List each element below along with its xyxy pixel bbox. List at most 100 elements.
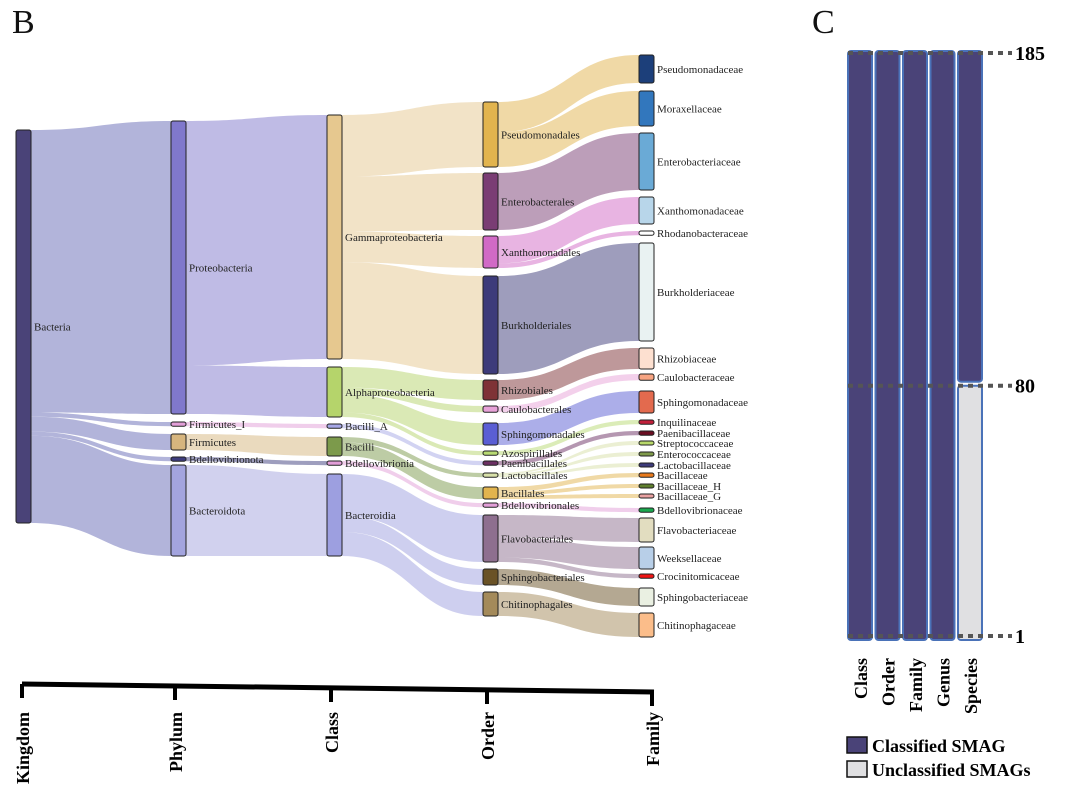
sankey-node-chitinophagales <box>482 591 499 617</box>
sankey-link-gammaproteobacteria-to-xanthomonadales <box>342 231 483 268</box>
sankey-node-moraxellaceae <box>638 90 655 127</box>
sankey-node-bacteroidia <box>326 473 343 557</box>
reference-line-label-80: 80 <box>1015 376 1035 398</box>
sankey-node-label-streptococcaceae: Streptococcaceae <box>657 438 733 450</box>
sankey-link-caulobacterales-to-caulobacteraceae <box>498 374 639 413</box>
panel-b-label: B <box>12 4 35 41</box>
sankey-node-labels: Bacteria Proteobacteria Firmicutes_I Firmic… <box>34 64 748 632</box>
sankey-node-burkholderiaceae <box>638 242 655 342</box>
sankey-node-enterobacteriaceae <box>638 132 655 191</box>
sankey-node-label-xanthomonadales: Xanthomonadales <box>501 247 580 259</box>
sankey-node-bacillaceae-h <box>638 483 655 489</box>
sankey-node-label-pseudomonadales: Pseudomonadales <box>501 130 580 142</box>
taxonomy-axis-label-class: Class <box>322 712 342 753</box>
sankey-node-label-moraxellaceae: Moraxellaceae <box>657 104 722 116</box>
sankey-node-label-enterobacteriaceae: Enterobacteriaceae <box>657 157 741 169</box>
classification-bar-chart: Class Order Family Genus Species 185 80 1 Classi… <box>846 43 1045 780</box>
sankey-link-rhizobiales-to-rhizobiaceae <box>498 348 639 400</box>
sankey-node-label-paenibacillales: Paenibacillales <box>501 458 567 470</box>
sankey-node-proteobacteria <box>170 120 187 415</box>
taxonomy-axis: Kingdom Phylum Class Order Family <box>13 681 663 784</box>
sankey-node-label-bacteria: Bacteria <box>34 322 71 334</box>
sankey-node-azospirillales <box>482 450 499 456</box>
sankey-node-crocinitomicaceae <box>638 573 655 579</box>
sankey-node-label-bacilli: Bacilli <box>345 442 374 454</box>
sankey-link-bacteroidota-to-bacteroidia <box>186 465 327 556</box>
sankey-node-label-burkholderiales: Burkholderiales <box>501 320 571 332</box>
sankey-node-label-lactobacillales: Lactobacillales <box>501 470 568 482</box>
sankey-node-label-pseudomonadaceae: Pseudomonadaceae <box>657 64 743 76</box>
sankey-link-bacilli-a-to-paenibacillales <box>342 424 483 466</box>
bar-family-classified <box>902 50 928 641</box>
sankey-link-bacilli-to-lactobacillales <box>342 437 483 478</box>
sankey-link-sphingobacteriales-to-sphingobacteriaceae <box>498 569 639 606</box>
sankey-link-lactobacillales-to-streptococcaceae <box>498 441 639 475</box>
sankey-node-bacillaceae-g <box>638 493 655 499</box>
sankey-node-label-chitinophagales: Chitinophagales <box>501 599 573 611</box>
sankey-node-bacteria <box>15 129 32 524</box>
sankey-link-bdellovibrionota-to-bdellovibrionia <box>186 457 327 466</box>
sankey-node-label-lactobacillaceae: Lactobacillaceae <box>657 460 731 472</box>
sankey-node-label-inquilinaceae: Inquilinaceae <box>657 417 716 429</box>
sankey-link-bacteria-to-firmicutes-i <box>31 412 171 427</box>
bar-species-classified <box>957 50 983 383</box>
sankey-node-label-firmicutes: Firmicutes <box>189 437 236 449</box>
sankey-node-label-bacilli-a: Bacilli_A <box>345 421 388 433</box>
sankey-nodes <box>15 54 655 638</box>
sankey-link-bacteria-to-firmicutes <box>31 416 171 450</box>
sankey-node-bdellovibrionaceae <box>638 507 655 513</box>
legend-swatch-unclassified-smags <box>846 760 868 778</box>
sankey-link-bdellovibrionales-to-bdellovibrionaceae <box>498 503 639 513</box>
sankey-node-enterobacterales <box>482 172 499 231</box>
sankey-link-bacteroidia-to-chitinophagales <box>342 532 483 616</box>
sankey-node-label-enterobacterales: Enterobacterales <box>501 197 574 209</box>
sankey-node-label-crocinitomicaceae: Crocinitomicaceae <box>657 571 740 583</box>
sankey-link-chitinophagales-to-chitinophagaceae <box>498 592 639 637</box>
reference-line-label-1: 1 <box>1015 626 1025 648</box>
sankey-node-flavobacteriales <box>482 514 499 563</box>
sankey-node-label-bacteroidota: Bacteroidota <box>189 506 245 518</box>
sankey-link-pseudomonadales-to-pseudomonadaceae <box>498 55 639 133</box>
sankey-node-bacteroidota <box>170 464 187 557</box>
sankey-link-lactobacillales-to-enterococcaceae <box>498 452 639 476</box>
panel-c-label: C <box>812 4 835 41</box>
bar-category-label-order: Order <box>879 658 899 706</box>
legend-label-classified-smag: Classified SMAG <box>872 736 1006 756</box>
sankey-node-label-weeksellaceae: Weeksellaceae <box>657 553 722 565</box>
bar-category-label-family: Family <box>906 658 926 712</box>
sankey-node-rhodanobacteraceae <box>638 230 655 236</box>
sankey-node-label-rhizobiaceae: Rhizobiaceae <box>657 354 716 366</box>
sankey-node-label-caulobacterales: Caulobacterales <box>501 404 571 416</box>
sankey-node-label-alphaproteobacteria: Alphaproteobacteria <box>345 387 435 399</box>
sankey-node-rhizobiales <box>482 379 499 401</box>
sankey-link-bacteria-to-proteobacteria <box>31 121 171 414</box>
sankey-link-flavobacteriales-to-crocinitomicaceae <box>498 557 639 579</box>
sankey-node-sphingomonadaceae <box>638 390 655 414</box>
bar-category-label-genus: Genus <box>934 658 954 707</box>
sankey-link-sphingomonadales-to-sphingomonadaceae <box>498 391 639 445</box>
sankey-link-bacteroidia-to-flavobacteriales <box>342 474 483 562</box>
sankey-node-label-gammaproteobacteria: Gammaproteobacteria <box>345 232 443 244</box>
sankey-node-label-enterococcaceae: Enterococcaceae <box>657 449 731 461</box>
sankey-node-label-sphingobacteriaceae: Sphingobacteriaceae <box>657 592 748 604</box>
sankey-link-bacillales-to-bacillaceae-g <box>498 494 639 499</box>
sankey-link-firmicutes-i-to-bacilli-a <box>186 422 327 429</box>
sankey-link-gammaproteobacteria-to-burkholderiales <box>342 262 483 374</box>
legend-swatch-classified-smag <box>846 736 868 754</box>
sankey-node-label-bacteroidia: Bacteroidia <box>345 510 396 522</box>
sankey-node-label-bdellovibrionia: Bdellovibrionia <box>345 458 414 470</box>
sankey-node-chitinophagaceae <box>638 612 655 638</box>
sankey-link-paenibacillales-to-paenibacillaceae <box>498 431 639 466</box>
sankey-node-label-sphingomonadaceae: Sphingomonadaceae <box>657 397 748 409</box>
sankey-node-label-paenibacillaceae: Paenibacillaceae <box>657 428 730 440</box>
sankey-links <box>31 55 639 637</box>
legend-label-unclassified-smags: Unclassified SMAGs <box>872 760 1031 780</box>
sankey-link-bacteria-to-bdellovibrionota <box>31 431 171 462</box>
sankey-node-label-bdellovibrionaceae: Bdellovibrionaceae <box>657 505 743 517</box>
sankey-node-pseudomonadales <box>482 101 499 168</box>
sankey-node-label-bdellovibrionota: Bdellovibrionota <box>189 454 264 466</box>
sankey-node-label-bacillaceae: Bacillaceae <box>657 470 708 482</box>
sankey-node-label-azospirillales: Azospirillales <box>501 448 562 460</box>
sankey-node-label-bacillaceae-h: Bacillaceae_H <box>657 481 721 493</box>
